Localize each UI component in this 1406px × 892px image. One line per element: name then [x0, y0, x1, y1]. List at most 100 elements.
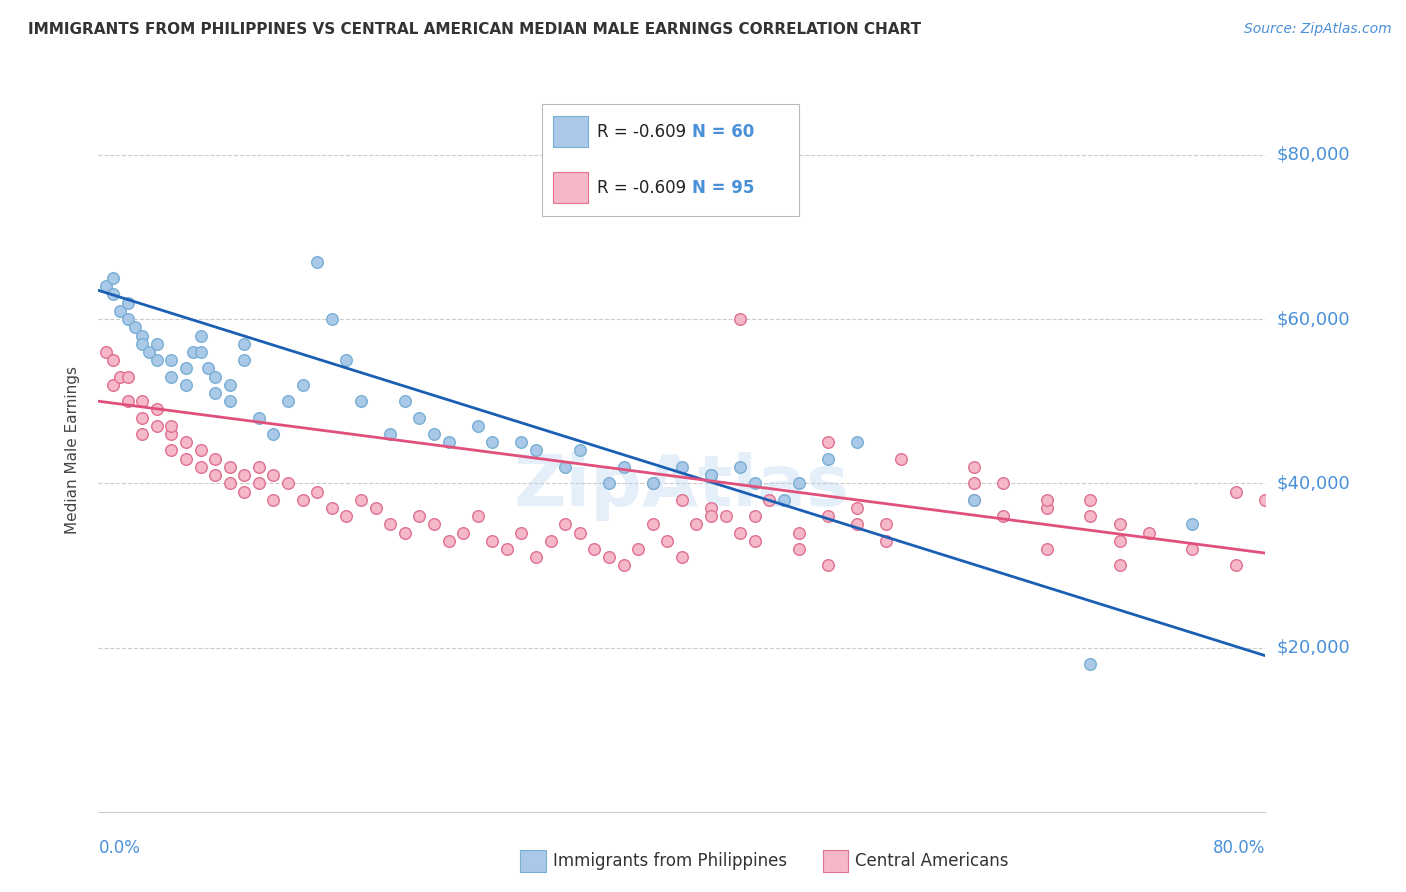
Point: [700, 509, 723, 524]
Point: [1137, 525, 1160, 540]
Point: [728, 312, 751, 326]
Point: [174, 451, 197, 466]
Y-axis label: Median Male Earnings: Median Male Earnings: [65, 367, 80, 534]
Point: [204, 369, 226, 384]
Point: [131, 427, 153, 442]
Point: [612, 459, 634, 474]
Point: [321, 312, 343, 326]
Point: [524, 550, 547, 565]
Point: [728, 525, 751, 540]
Point: [218, 459, 240, 474]
Point: [641, 517, 664, 532]
Text: R = -0.609: R = -0.609: [596, 178, 686, 196]
Point: [190, 443, 212, 458]
Point: [117, 295, 139, 310]
Point: [875, 517, 897, 532]
Point: [671, 459, 693, 474]
Point: [378, 517, 402, 532]
Point: [160, 427, 183, 442]
Point: [962, 459, 984, 474]
Point: [671, 550, 693, 565]
Point: [1254, 492, 1277, 507]
Point: [714, 509, 737, 524]
Point: [94, 345, 117, 359]
Point: [160, 353, 183, 368]
Point: [568, 525, 591, 540]
Point: [218, 476, 240, 491]
Point: [174, 435, 197, 450]
Point: [131, 336, 153, 351]
Text: 0.0%: 0.0%: [98, 839, 141, 857]
Point: [1181, 517, 1204, 532]
Point: [101, 377, 124, 392]
Point: [657, 533, 679, 548]
Point: [685, 517, 707, 532]
Point: [204, 386, 226, 401]
Point: [1035, 541, 1057, 556]
Point: [554, 459, 576, 474]
Point: [612, 558, 634, 573]
Text: N = 60: N = 60: [692, 122, 755, 141]
Text: Immigrants from Philippines: Immigrants from Philippines: [553, 852, 787, 870]
Point: [845, 517, 868, 532]
Point: [350, 492, 373, 507]
Point: [700, 500, 723, 515]
Point: [190, 345, 212, 359]
Point: [890, 451, 912, 466]
Point: [247, 410, 270, 425]
Point: [110, 304, 132, 318]
Point: [197, 361, 219, 376]
Point: [124, 320, 146, 334]
Point: [131, 394, 153, 409]
Point: [174, 377, 197, 392]
Point: [510, 525, 533, 540]
Point: [467, 418, 489, 433]
Point: [394, 394, 416, 409]
Point: [174, 361, 197, 376]
Point: [437, 533, 460, 548]
Point: [408, 410, 430, 425]
Point: [350, 394, 373, 409]
Point: [307, 254, 329, 268]
Point: [641, 476, 664, 491]
Point: [1181, 541, 1204, 556]
Point: [291, 492, 314, 507]
Point: [1108, 558, 1130, 573]
Point: [131, 328, 153, 343]
Point: [554, 517, 576, 532]
Point: [190, 328, 212, 343]
Text: Source: ZipAtlas.com: Source: ZipAtlas.com: [1244, 22, 1392, 37]
Point: [204, 468, 226, 483]
Point: [378, 427, 402, 442]
Point: [291, 377, 314, 392]
Point: [262, 427, 284, 442]
Point: [110, 369, 132, 384]
Point: [481, 533, 503, 548]
Point: [307, 484, 329, 499]
Point: [583, 541, 606, 556]
Point: [160, 369, 183, 384]
Point: [817, 509, 839, 524]
Point: [845, 435, 868, 450]
Point: [991, 509, 1014, 524]
Point: [744, 509, 766, 524]
Point: [262, 468, 284, 483]
Point: [218, 377, 240, 392]
Text: 80.0%: 80.0%: [1213, 839, 1265, 857]
Point: [1225, 484, 1247, 499]
Point: [437, 435, 460, 450]
Point: [117, 369, 139, 384]
Point: [787, 541, 810, 556]
Point: [423, 427, 446, 442]
Point: [181, 345, 204, 359]
Point: [146, 418, 169, 433]
Point: [1108, 533, 1130, 548]
Point: [598, 476, 620, 491]
Text: $20,000: $20,000: [1277, 639, 1350, 657]
Point: [160, 443, 183, 458]
Point: [277, 394, 299, 409]
Point: [247, 459, 270, 474]
Point: [146, 336, 169, 351]
Point: [247, 476, 270, 491]
Point: [321, 500, 343, 515]
